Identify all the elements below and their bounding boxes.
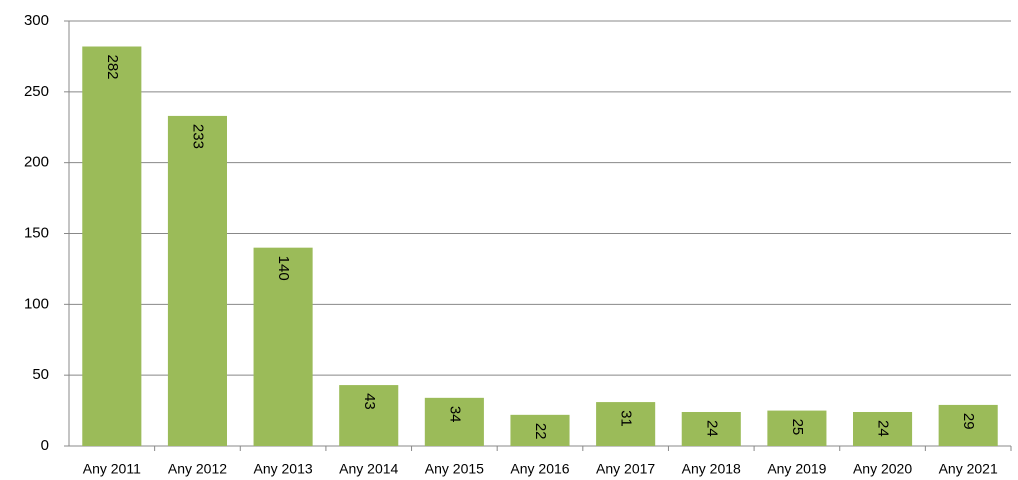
data-label: 31: [618, 410, 635, 427]
x-tick-label: Any 2013: [254, 461, 313, 477]
y-tick-label: 200: [24, 154, 49, 171]
data-label: 34: [446, 406, 463, 423]
x-tick-label: Any 2012: [168, 461, 227, 477]
x-tick-label: Any 2018: [682, 461, 741, 477]
data-label: 24: [875, 420, 892, 437]
bar: [938, 404, 998, 446]
x-tick-label: Any 2011: [83, 461, 141, 477]
y-tick-label: 0: [41, 437, 49, 454]
data-label: 282: [104, 55, 121, 80]
bar: [82, 46, 142, 446]
x-tick-label: Any 2014: [339, 461, 398, 477]
bar: [339, 385, 399, 446]
x-tick-label: Any 2021: [939, 461, 998, 477]
bar: [167, 115, 227, 447]
bar: [681, 412, 741, 446]
x-tick-label: Any 2019: [767, 461, 826, 477]
bar: [767, 410, 827, 446]
data-label: 22: [532, 423, 549, 440]
x-tick-label: Any 2016: [510, 461, 569, 477]
bar: [424, 397, 484, 446]
bar: [253, 247, 313, 446]
data-label: 24: [703, 420, 720, 437]
x-tick-label: Any 2017: [596, 461, 655, 477]
data-label: 233: [189, 124, 206, 149]
data-label: 29: [960, 413, 977, 430]
y-tick-label: 100: [24, 295, 49, 312]
y-tick-label: 300: [24, 12, 49, 29]
x-tick-label: Any 2015: [425, 461, 484, 477]
bar: [596, 402, 656, 446]
bar: [510, 414, 570, 446]
y-tick-label: 250: [24, 83, 49, 100]
y-tick-label: 50: [32, 366, 49, 383]
x-tick-label: Any 2020: [853, 461, 912, 477]
data-label: 140: [275, 256, 292, 281]
data-label: 25: [789, 419, 806, 436]
bar: [853, 412, 913, 446]
data-label: 43: [361, 393, 378, 410]
y-tick-label: 150: [24, 224, 49, 241]
